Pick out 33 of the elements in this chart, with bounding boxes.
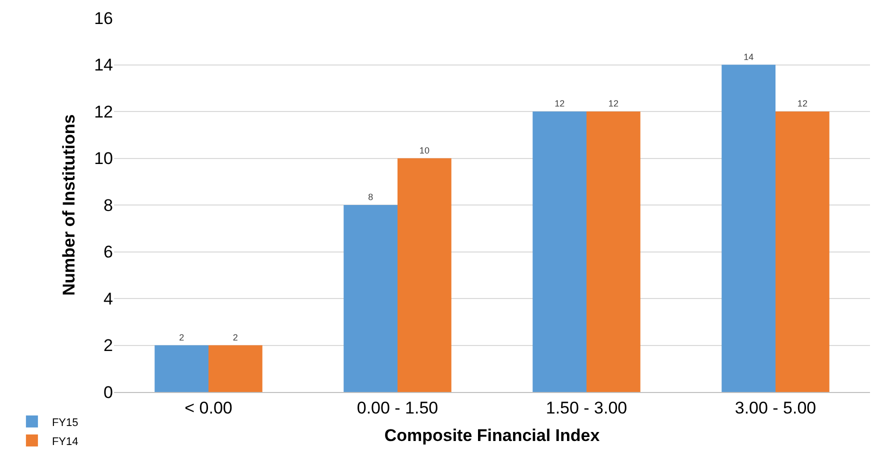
bar [532, 112, 586, 392]
data-label: 8 [368, 192, 374, 202]
data-label: 14 [744, 52, 754, 62]
x-tick-label: < 0.00 [184, 398, 232, 418]
y-tick-label: 10 [94, 149, 113, 168]
bar [208, 345, 262, 392]
y-tick-label: 6 [104, 242, 113, 262]
x-tick-label: 0.00 - 1.50 [356, 398, 438, 418]
y-tick-label: 0 [104, 382, 113, 402]
y-tick-label: 8 [104, 196, 113, 215]
data-label: 2 [179, 332, 184, 342]
x-tick-label: 1.50 - 3.00 [546, 398, 628, 418]
data-label: 12 [608, 98, 618, 108]
y-tick-label: 16 [94, 8, 113, 28]
legend-label: FY15 [52, 416, 78, 429]
legend-label: FY14 [52, 436, 78, 448]
bar [586, 112, 640, 392]
bar [776, 112, 830, 392]
y-tick-label: 4 [104, 289, 113, 308]
data-label: 2 [232, 332, 238, 342]
y-tick-label: 2 [104, 336, 113, 356]
data-label: 12 [554, 98, 565, 108]
y-axis-title: Number of Institutions [60, 114, 79, 296]
bar [722, 64, 776, 392]
data-label: 12 [797, 98, 808, 108]
y-tick-label: 12 [94, 102, 113, 122]
data-label: 10 [419, 145, 430, 156]
x-axis-title: Composite Financial Index [384, 426, 600, 445]
bar [398, 158, 452, 392]
y-tick-label: 14 [94, 56, 113, 75]
bar [154, 345, 208, 392]
bar [344, 205, 398, 392]
x-tick-label: 3.00 - 5.00 [734, 398, 816, 418]
